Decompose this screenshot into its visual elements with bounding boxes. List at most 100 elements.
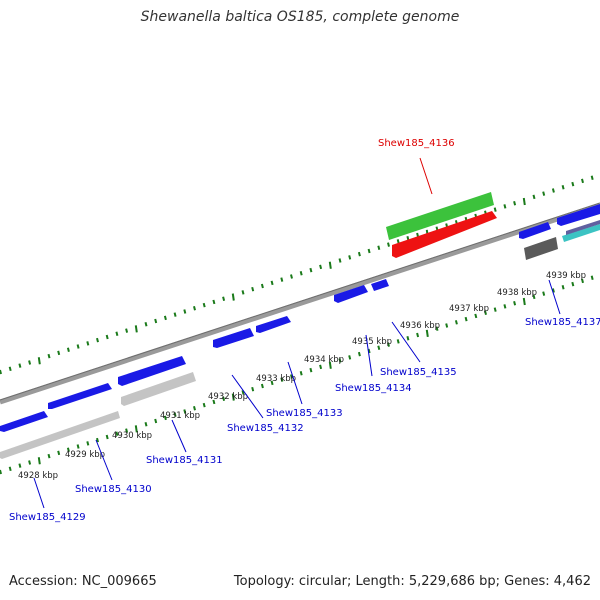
minor-tick (571, 281, 575, 287)
minor-tick (338, 358, 342, 363)
minor-tick (212, 399, 216, 405)
minor-tick (474, 313, 478, 319)
scale-label: 4935 kbp (352, 337, 392, 347)
minor-tick (280, 277, 284, 282)
callout-line (548, 279, 561, 315)
minor-tick (115, 431, 119, 437)
minor-tick (183, 309, 187, 314)
gene-label: Shew185_4133 (266, 408, 343, 419)
gene-label: Shew185_4132 (227, 423, 304, 434)
minor-tick (105, 334, 109, 340)
gene-label: Shew185_4135 (380, 367, 457, 378)
minor-tick (377, 345, 381, 351)
minor-tick (202, 302, 206, 308)
minor-tick (202, 402, 206, 408)
gene-feature[interactable] (213, 328, 254, 348)
scale-label: 4933 kbp (256, 374, 296, 384)
scale-label: 4939 kbp (546, 271, 586, 281)
gene-feature[interactable] (371, 279, 389, 291)
minor-tick (445, 323, 449, 328)
minor-tick (348, 255, 352, 260)
gene-feature[interactable] (519, 222, 551, 239)
gene-feature[interactable] (48, 383, 112, 409)
gene-label: Shew185_4131 (146, 455, 223, 466)
minor-tick (396, 339, 400, 344)
genome-backbone-edge (0, 202, 600, 401)
major-tick (37, 457, 41, 465)
minor-tick (290, 374, 293, 379)
minor-tick (280, 377, 284, 382)
minor-tick (309, 367, 313, 373)
minor-tick (503, 204, 507, 209)
minor-tick (581, 178, 584, 184)
major-tick (134, 425, 138, 433)
minor-tick (96, 337, 99, 343)
minor-tick (367, 248, 371, 254)
callout-line (171, 419, 187, 453)
gene-label: Shew185_4137 (525, 317, 600, 328)
minor-tick (561, 285, 565, 290)
gene-feature[interactable] (557, 204, 600, 226)
minor-tick (348, 355, 352, 360)
minor-tick (193, 306, 196, 311)
forward-strand-genes (0, 204, 600, 432)
minor-tick (319, 364, 323, 370)
gene-feature[interactable] (0, 411, 48, 432)
major-tick (522, 297, 526, 306)
minor-tick (387, 342, 390, 347)
minor-tick (590, 175, 594, 180)
minor-tick (581, 278, 584, 284)
minor-tick (551, 288, 555, 293)
minor-tick (454, 320, 458, 325)
minor-tick (222, 296, 226, 301)
scale-label: 4930 kbp (112, 431, 152, 441)
minor-tick (532, 194, 536, 200)
minor-tick (493, 307, 497, 312)
scale-label: 4937 kbp (449, 304, 489, 314)
minor-tick (542, 191, 546, 196)
minor-tick (0, 469, 2, 475)
minor-tick (435, 326, 439, 331)
minor-tick (513, 300, 517, 306)
minor-tick (542, 291, 546, 296)
minor-tick (47, 453, 51, 459)
gene-label: Shew185_4136 (378, 138, 455, 149)
minor-tick (222, 396, 226, 401)
minor-tick (338, 258, 342, 263)
minor-tick (125, 428, 129, 433)
minor-tick (571, 181, 575, 187)
minor-tick (66, 447, 70, 452)
scale-label: 4931 kbp (160, 411, 200, 421)
minor-tick (163, 415, 167, 421)
major-tick (328, 361, 332, 369)
gene-feature[interactable] (118, 356, 186, 386)
major-tick (328, 261, 332, 269)
minor-tick (163, 315, 167, 321)
scale-labels: 4928 kbp 4929 kbp 4930 kbp 4931 kbp 4932 kbp… (18, 271, 586, 481)
minor-tick (76, 444, 80, 449)
minor-tick (270, 380, 274, 386)
minor-tick (241, 390, 245, 395)
purple-feature (566, 220, 600, 235)
minor-tick (367, 348, 371, 354)
minor-tick (28, 460, 32, 465)
callout-line (419, 157, 433, 195)
minor-tick (0, 369, 2, 375)
minor-tick (513, 200, 517, 206)
gene-feature[interactable] (334, 285, 368, 303)
gene-label: Shew185_4130 (75, 484, 152, 495)
outer-tick-ring (0, 175, 594, 375)
minor-tick (8, 366, 12, 372)
callout-line (95, 439, 113, 481)
gene-callouts: Shew185_4129 Shew185_4130 Shew185_4131 Shew… (9, 138, 600, 523)
minor-tick (387, 242, 390, 247)
gene-feature[interactable] (256, 316, 291, 333)
major-tick (425, 329, 429, 338)
minor-tick (193, 406, 196, 411)
minor-tick (416, 332, 420, 338)
genome-backbone (0, 202, 600, 405)
minor-tick (484, 310, 487, 316)
minor-tick (241, 290, 245, 295)
gray-feature (0, 411, 120, 459)
